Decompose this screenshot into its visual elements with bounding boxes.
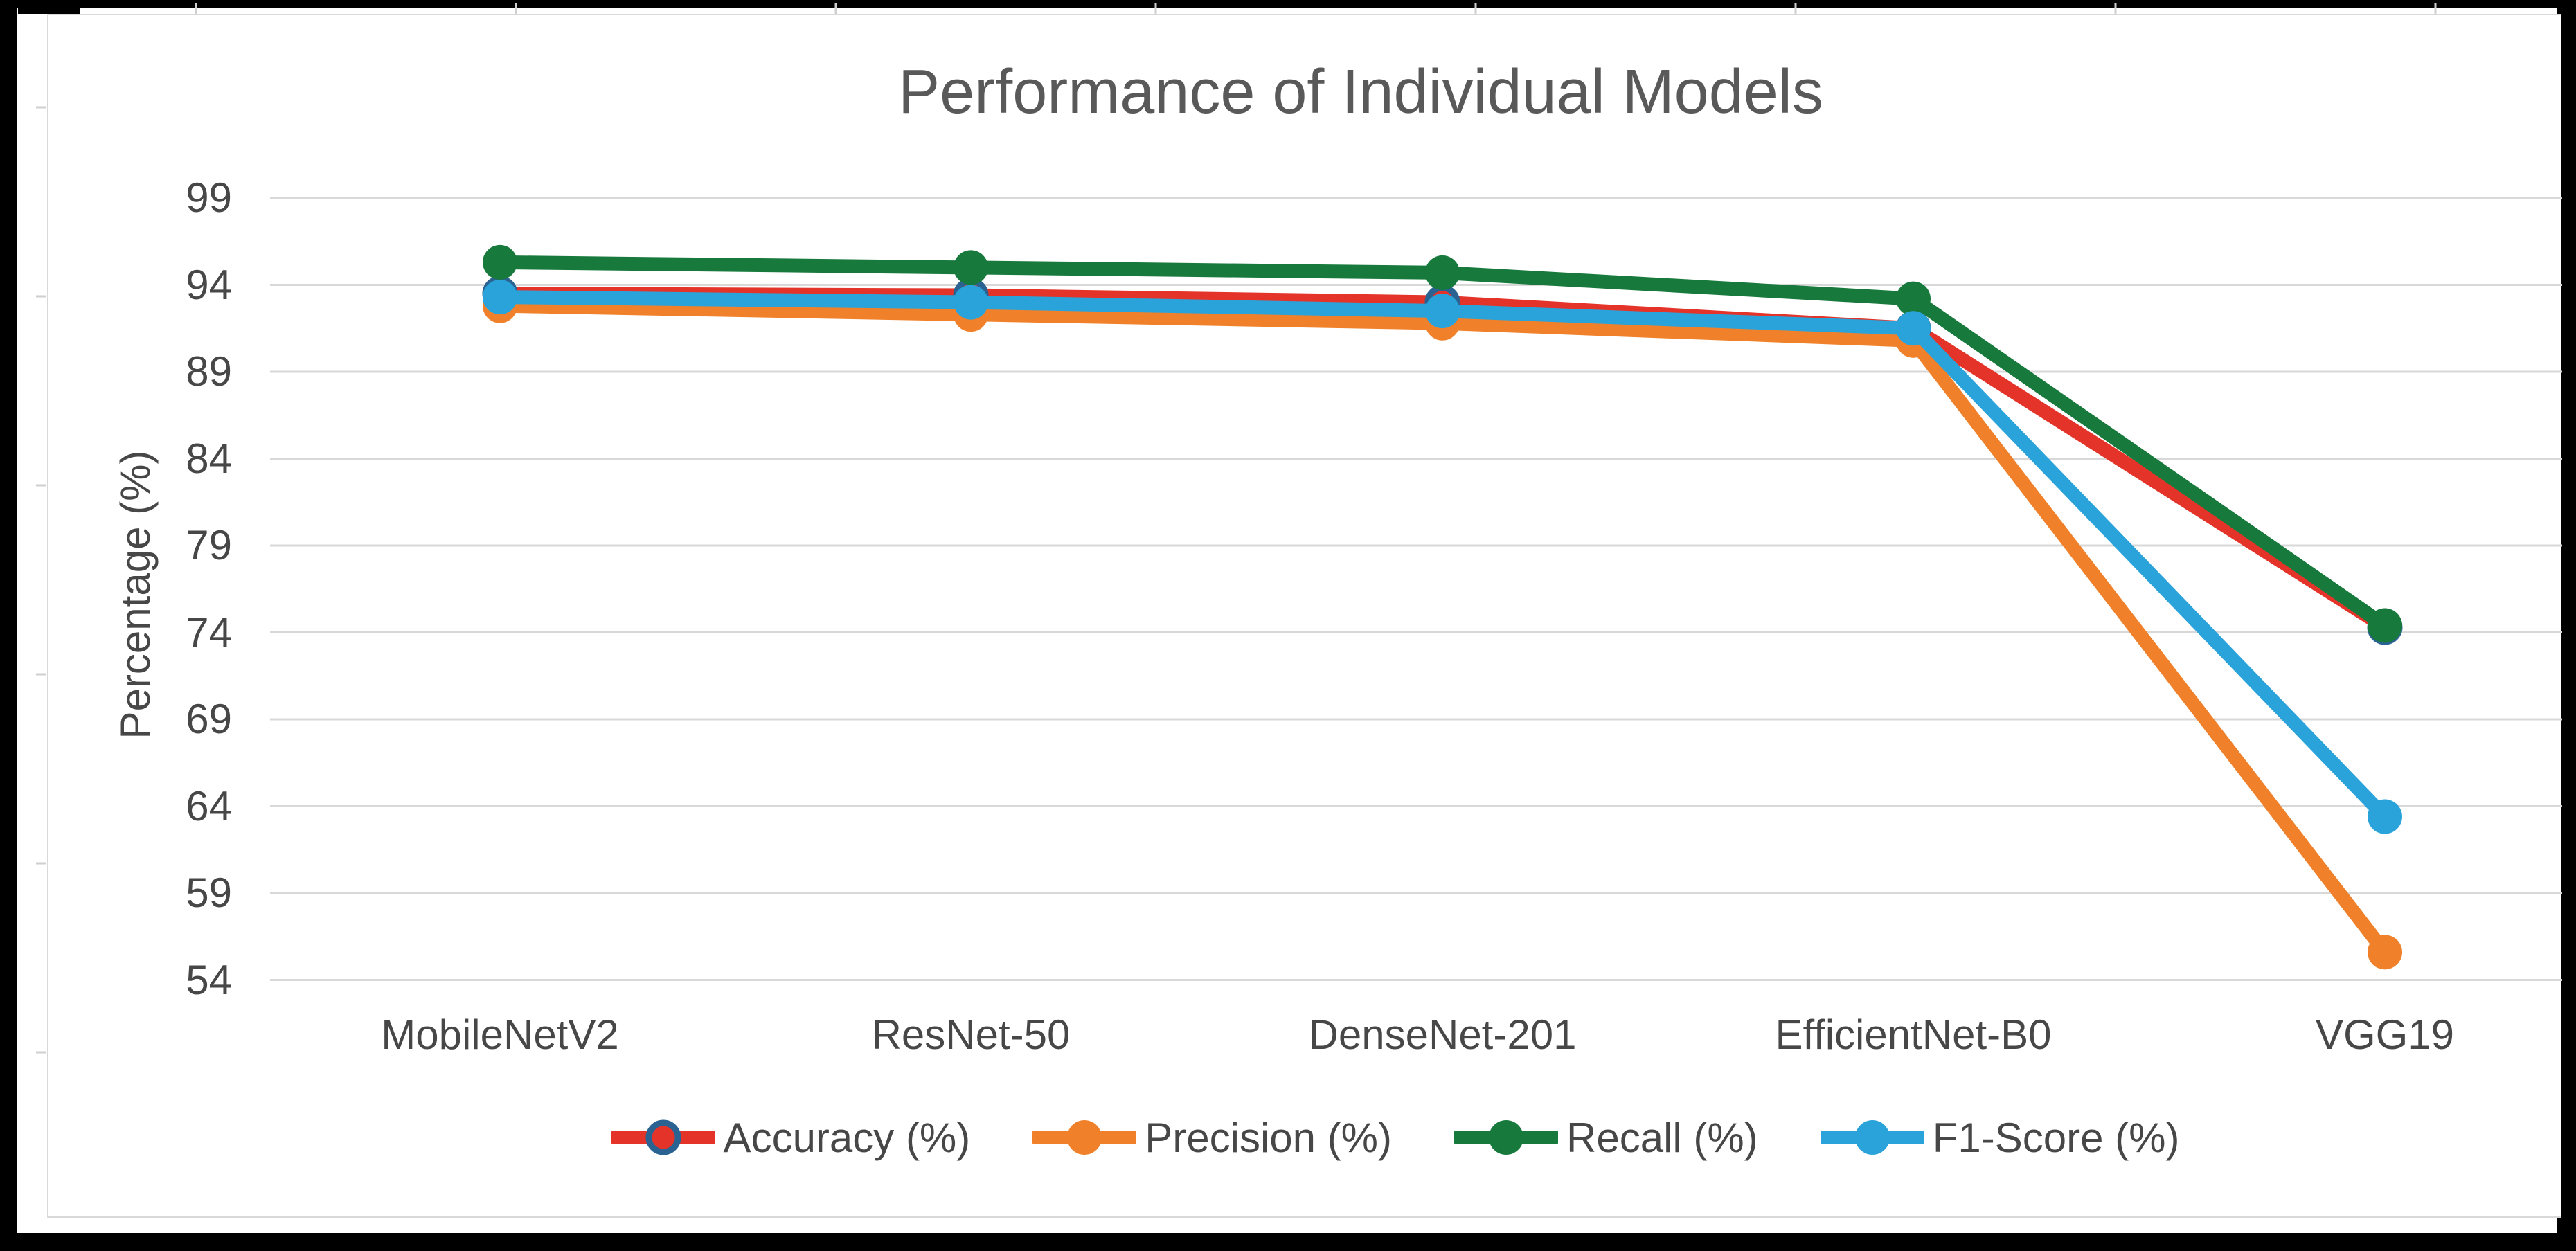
legend-label: Accuracy (%) [723,1114,971,1161]
legend-label: F1-Score (%) [1932,1114,2180,1161]
top-left-crop-mark [18,0,80,14]
y-tick-label: 94 [186,261,232,308]
y-tick-label: 74 [186,609,232,656]
legend-item-1: Precision (%) [1032,1113,1392,1162]
legend-label: Precision (%) [1145,1114,1393,1161]
legend-label: Recall (%) [1566,1114,1758,1161]
x-category-label: EfficientNet-B0 [1775,1011,2052,1058]
data-point-3-1 [954,285,988,320]
chart-frame [47,14,2561,1218]
y-tick-label: 59 [186,870,232,916]
y-tick-label: 89 [186,348,232,395]
y-tick-label: 54 [186,956,232,1003]
x-category-label: VGG19 [2315,1011,2455,1058]
x-category-label: DenseNet-201 [1308,1011,1577,1058]
data-point-2-1 [954,250,988,285]
y-tick-label: 64 [186,782,232,829]
data-point-2-4 [2368,608,2402,643]
y-tick-label: 79 [186,522,232,568]
y-axis-title: Percentage (%) [111,450,159,739]
x-category-label: MobileNetV2 [381,1011,619,1058]
legend-item-2: Recall (%) [1454,1113,1758,1162]
x-category-label: ResNet-50 [871,1011,1071,1058]
data-point-3-2 [1425,294,1460,329]
legend-swatch-icon [1820,1120,1924,1155]
chart-title: Performance of Individual Models [898,57,1823,127]
data-point-1-4 [2368,935,2402,970]
data-point-3-3 [1896,311,1931,346]
y-tick-label: 99 [186,174,232,221]
legend-swatch-icon [1454,1120,1559,1155]
legend-item-0: Accuracy (%) [611,1113,971,1162]
data-point-2-3 [1896,281,1931,316]
legend-swatch-icon [611,1119,715,1155]
data-point-3-4 [2368,799,2402,834]
chart-legend: Accuracy (%) Precision (%) Recall (%) F1-Sc… [263,1099,2528,1176]
data-point-2-0 [483,244,517,280]
data-point-3-0 [483,280,517,315]
data-point-2-2 [1425,255,1460,290]
legend-item-3: F1-Score (%) [1820,1113,2180,1162]
series-line-3 [493,290,2392,824]
series-line-1 [493,298,2392,960]
legend-swatch-icon [1032,1120,1137,1155]
y-tick-label: 84 [186,435,232,482]
y-tick-label: 69 [186,696,232,742]
